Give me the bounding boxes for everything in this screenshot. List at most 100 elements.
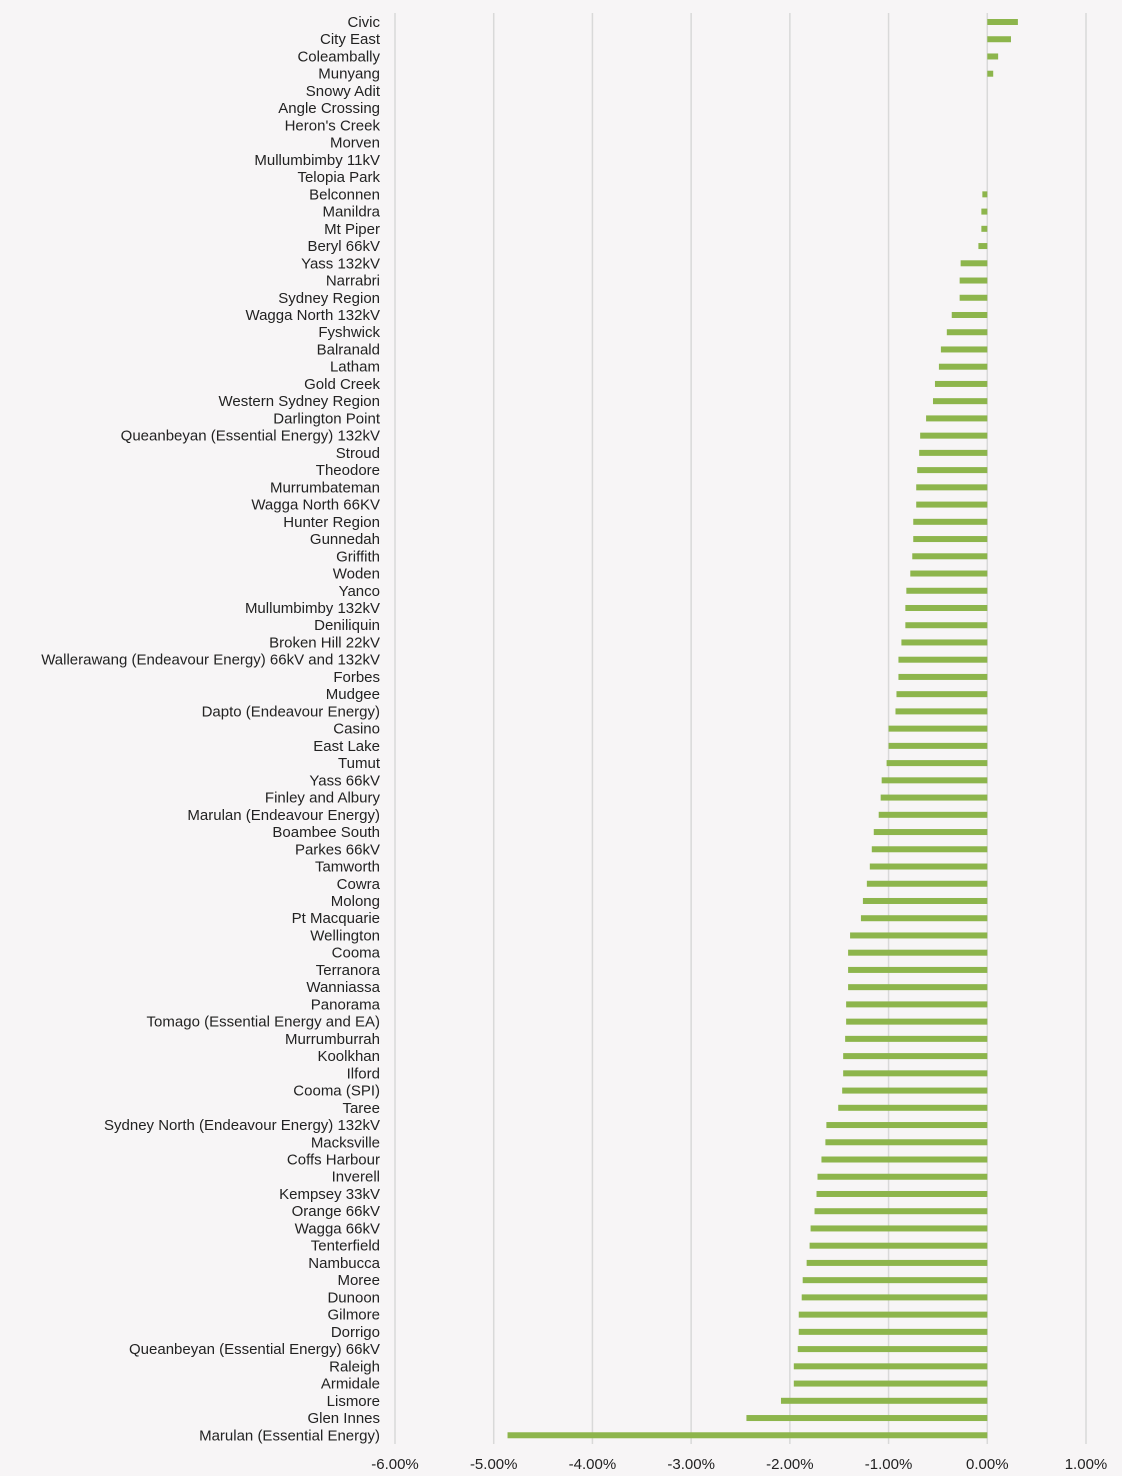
- bar: [888, 725, 988, 732]
- bar: [959, 277, 988, 284]
- category-label: Belconnen: [309, 186, 380, 203]
- bar: [987, 70, 994, 77]
- category-label: Sydney North (Endeavour Energy) 132kV: [104, 1117, 380, 1134]
- category-label: Yass 132kV: [301, 255, 380, 272]
- category-label: City East: [320, 31, 381, 48]
- bar: [846, 1018, 988, 1025]
- bar: [821, 1156, 988, 1163]
- category-label: Civic: [348, 14, 381, 31]
- bar: [881, 777, 988, 784]
- bar: [817, 1173, 988, 1180]
- category-label: Terranora: [316, 962, 381, 979]
- category-label: Pt Macquarie: [292, 910, 380, 927]
- bar: [507, 1432, 988, 1439]
- category-label: Tenterfield: [311, 1238, 380, 1255]
- bar: [809, 1242, 988, 1249]
- category-label: Snowy Adit: [306, 83, 381, 100]
- bar: [886, 760, 988, 767]
- category-label: Armidale: [321, 1376, 380, 1393]
- category-label: Gunnedah: [310, 531, 380, 548]
- bar: [843, 1053, 988, 1060]
- bar: [916, 501, 988, 508]
- x-tick-label: -3.00%: [667, 1456, 715, 1473]
- bar: [910, 570, 988, 577]
- bar: [898, 656, 988, 663]
- category-label: Yanco: [339, 583, 380, 600]
- bar: [798, 1328, 988, 1335]
- bar: [895, 708, 988, 715]
- category-label: Marulan (Endeavour Energy): [187, 807, 380, 824]
- category-label: Theodore: [316, 462, 380, 479]
- category-label: Heron's Creek: [285, 117, 381, 134]
- bar: [920, 432, 988, 439]
- bar: [960, 260, 988, 267]
- bar: [951, 311, 988, 318]
- bar: [848, 949, 988, 956]
- category-label: Fyshwick: [318, 324, 380, 341]
- category-label: Narrabri: [326, 273, 380, 290]
- category-label: Moree: [337, 1272, 380, 1289]
- bar: [905, 622, 988, 629]
- category-label: Hunter Region: [283, 514, 380, 531]
- bar: [878, 811, 988, 818]
- bar: [919, 449, 988, 456]
- category-label: Cooma: [332, 945, 381, 962]
- category-label: Murrumburrah: [285, 1031, 380, 1048]
- bar: [896, 691, 988, 698]
- bar: [917, 467, 988, 474]
- bar: [987, 36, 1011, 43]
- category-label: Finley and Albury: [265, 790, 381, 807]
- category-label: Western Sydney Region: [219, 393, 380, 410]
- category-label: Coleambally: [297, 48, 380, 65]
- bar: [826, 1122, 988, 1129]
- category-label: Yass 66kV: [309, 772, 380, 789]
- category-label: Wagga North 66KV: [251, 497, 380, 514]
- x-tick-label: 0.00%: [966, 1456, 1009, 1473]
- category-label: Tomago (Essential Energy and EA): [147, 1014, 380, 1031]
- category-label: Gold Creek: [304, 376, 380, 393]
- category-label: Sydney Region: [278, 290, 380, 307]
- category-label: Orange 66kV: [292, 1203, 380, 1220]
- bar: [814, 1208, 988, 1215]
- bar: [845, 1035, 988, 1042]
- bar: [848, 966, 988, 973]
- category-label: Morven: [330, 135, 380, 152]
- bar: [866, 880, 988, 887]
- category-label: Darlington Point: [273, 410, 381, 427]
- bar: [913, 536, 988, 543]
- x-tick-labels: -6.00% -5.00% -4.00% -3.00% -2.00% -1.00% 0.00…: [371, 1456, 1107, 1473]
- bar: [860, 915, 988, 922]
- category-label: Cowra: [337, 876, 381, 893]
- bar: [901, 639, 988, 646]
- bar: [838, 1104, 988, 1111]
- x-tick-label: -2.00%: [766, 1456, 814, 1473]
- bar: [746, 1415, 988, 1422]
- category-label: Raleigh: [329, 1358, 380, 1375]
- bar: [806, 1259, 988, 1266]
- bar: [873, 829, 988, 836]
- bar: [810, 1225, 988, 1232]
- bar: [871, 846, 988, 853]
- category-label: Mudgee: [326, 686, 380, 703]
- category-label: Dapto (Endeavour Energy): [202, 703, 380, 720]
- bar: [816, 1190, 988, 1197]
- category-label: Cooma (SPI): [293, 1083, 380, 1100]
- category-label: Boambee South: [272, 824, 380, 841]
- category-label: Mullumbimby 132kV: [245, 600, 380, 617]
- category-label: Wallerawang (Endeavour Energy) 66kV and …: [41, 652, 380, 669]
- x-tick-label: -1.00%: [865, 1456, 913, 1473]
- category-label: Queanbeyan (Essential Energy) 66kV: [129, 1341, 380, 1358]
- bar: [846, 1001, 988, 1008]
- category-label: Dorrigo: [331, 1324, 380, 1341]
- category-label: Wellington: [310, 927, 380, 944]
- category-label: Inverell: [332, 1169, 380, 1186]
- bar: [869, 863, 988, 870]
- category-label: Broken Hill 22kV: [269, 634, 380, 651]
- category-label: Munyang: [318, 66, 380, 83]
- category-label: Gilmore: [327, 1307, 380, 1324]
- category-label: Woden: [333, 566, 380, 583]
- category-label: Tumut: [338, 755, 381, 772]
- x-tick-label: -6.00%: [371, 1456, 419, 1473]
- bar: [880, 794, 988, 801]
